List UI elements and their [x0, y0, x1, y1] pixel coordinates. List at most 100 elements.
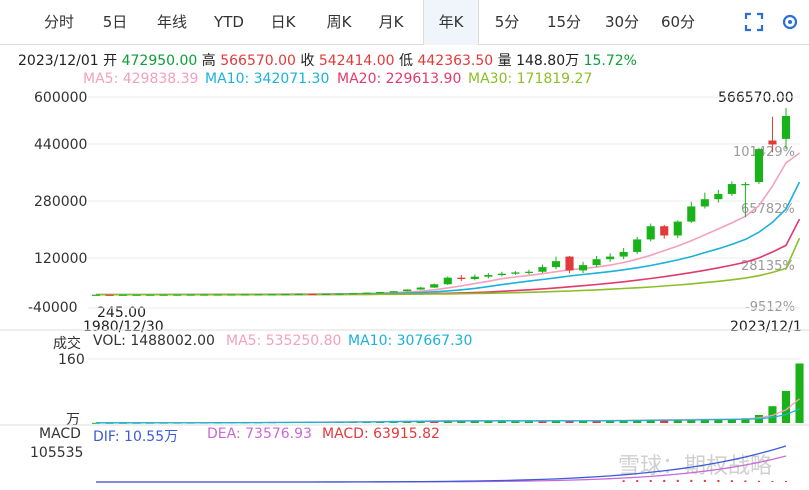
volume-bar: [687, 419, 696, 423]
macd-histogram-bar: [690, 479, 693, 482]
high-label: 高: [201, 53, 216, 69]
tab-5day[interactable]: 5日: [102, 13, 128, 31]
candle-body: [592, 259, 601, 266]
candle-body: [741, 184, 750, 186]
candle-body: [376, 292, 385, 294]
candle-body: [646, 226, 655, 240]
candle-body: [579, 265, 588, 271]
pct-tick-1: 101429%: [733, 145, 795, 160]
tab-15min[interactable]: 15分: [546, 13, 582, 31]
volume-bar: [538, 420, 547, 423]
tab-daily-k[interactable]: 日K: [270, 13, 296, 31]
volume-label: 量: [497, 53, 512, 69]
candle-body: [321, 293, 331, 296]
volume-bar: [524, 421, 533, 423]
candle-body: [754, 149, 763, 183]
candle-body: [105, 294, 114, 296]
volume-bar: [511, 421, 520, 423]
vol-ma5-legend: MA5: 535250.80: [226, 333, 342, 349]
dea-legend: DEA: 73576.93: [207, 426, 312, 442]
volume-bar: [497, 421, 506, 423]
x-start-date: 1980/12/30: [83, 319, 164, 335]
ma-line-ma5: [96, 152, 800, 296]
max-price-label: 566570.00: [718, 90, 794, 106]
candle-body: [254, 294, 263, 296]
close-label: 收: [300, 53, 315, 69]
y-tick-600000: 600000: [34, 90, 88, 106]
candle-body: [173, 294, 182, 296]
candle-body: [416, 287, 425, 290]
volume-ma5-line: [96, 398, 800, 424]
volume-bar: [660, 419, 669, 423]
macd-histogram-bar: [622, 480, 625, 482]
settings-icon[interactable]: [780, 12, 800, 32]
candle-body: [91, 294, 101, 296]
macd-histogram-bar: [649, 479, 652, 482]
macd-histogram-bar: [744, 480, 747, 482]
vol-unit: 万: [66, 412, 80, 428]
tab-30min[interactable]: 30分: [604, 13, 640, 31]
volume-bar: [592, 420, 601, 423]
tab-yearline[interactable]: 年线: [156, 13, 187, 31]
candle-body: [267, 294, 276, 296]
tab-5min[interactable]: 5分: [494, 13, 520, 31]
y-tick-440000: 440000: [34, 137, 88, 153]
volume-bar: [646, 419, 655, 423]
macd-histogram-bar: [785, 481, 787, 482]
tab-ytd[interactable]: YTD: [214, 13, 244, 31]
volume-bar: [470, 420, 479, 423]
candle-body: [511, 272, 520, 274]
macd-legend: MACD: 63915.82: [322, 426, 440, 442]
candle-body: [484, 275, 493, 277]
candle-body: [470, 276, 479, 279]
volume-bar: [484, 420, 493, 423]
candle-body: [781, 115, 791, 139]
volume-bar: [619, 420, 628, 423]
candle-body: [443, 277, 452, 285]
y-tick-120000: 120000: [34, 251, 88, 267]
candle-body: [633, 239, 642, 252]
candle-body: [200, 294, 209, 296]
candle-body: [660, 226, 669, 236]
volume-ma10-line: [96, 408, 800, 424]
first-price-label: 245.00: [97, 305, 146, 321]
vol-ytop: 160: [58, 352, 85, 368]
ma20-legend: MA20: 229613.90: [337, 71, 462, 87]
candle-body: [714, 193, 723, 200]
candle-body: [524, 271, 533, 273]
volume-bar: [727, 418, 736, 423]
dif-line: [96, 445, 787, 483]
x-end-date: 2023/12/1: [730, 319, 802, 335]
macd-histogram-bar: [730, 480, 733, 482]
volume-bar: [714, 418, 723, 423]
tab-minute[interactable]: 分时: [43, 13, 74, 31]
tab-60min[interactable]: 60分: [660, 13, 696, 31]
high-value: 566570.00: [220, 53, 296, 69]
volume-bar: [768, 406, 777, 423]
candle-body: [213, 294, 222, 296]
candle-body: [119, 294, 128, 296]
candle-body: [362, 292, 371, 294]
tab-monthly-k[interactable]: 月K: [378, 13, 404, 31]
tab-yearly-k[interactable]: 年K: [423, 0, 479, 45]
candle-body: [227, 294, 236, 296]
macd-histogram-bar: [757, 480, 760, 482]
volume-bar: [565, 420, 574, 423]
candle-body: [619, 251, 628, 257]
fullscreen-icon[interactable]: [744, 12, 764, 32]
volume-bar: [551, 420, 561, 423]
quote-date: 2023/12/01: [18, 53, 99, 69]
close-value: 542414.00: [318, 53, 395, 69]
vol-panel-title: 成交: [53, 336, 81, 352]
macd-ytop: 105535: [30, 445, 84, 461]
open-value: 472950.00: [121, 53, 198, 69]
volume-bar: [700, 419, 709, 423]
candle-body: [159, 294, 168, 296]
quote-info-line: 2023/12/01 开 472950.00 高 566570.00 收 542…: [18, 50, 637, 70]
candle-body: [186, 294, 195, 296]
tab-weekly-k[interactable]: 周K: [326, 13, 352, 31]
volume-bar: [781, 391, 791, 423]
open-label: 开: [103, 53, 118, 69]
candle-body: [551, 261, 561, 268]
